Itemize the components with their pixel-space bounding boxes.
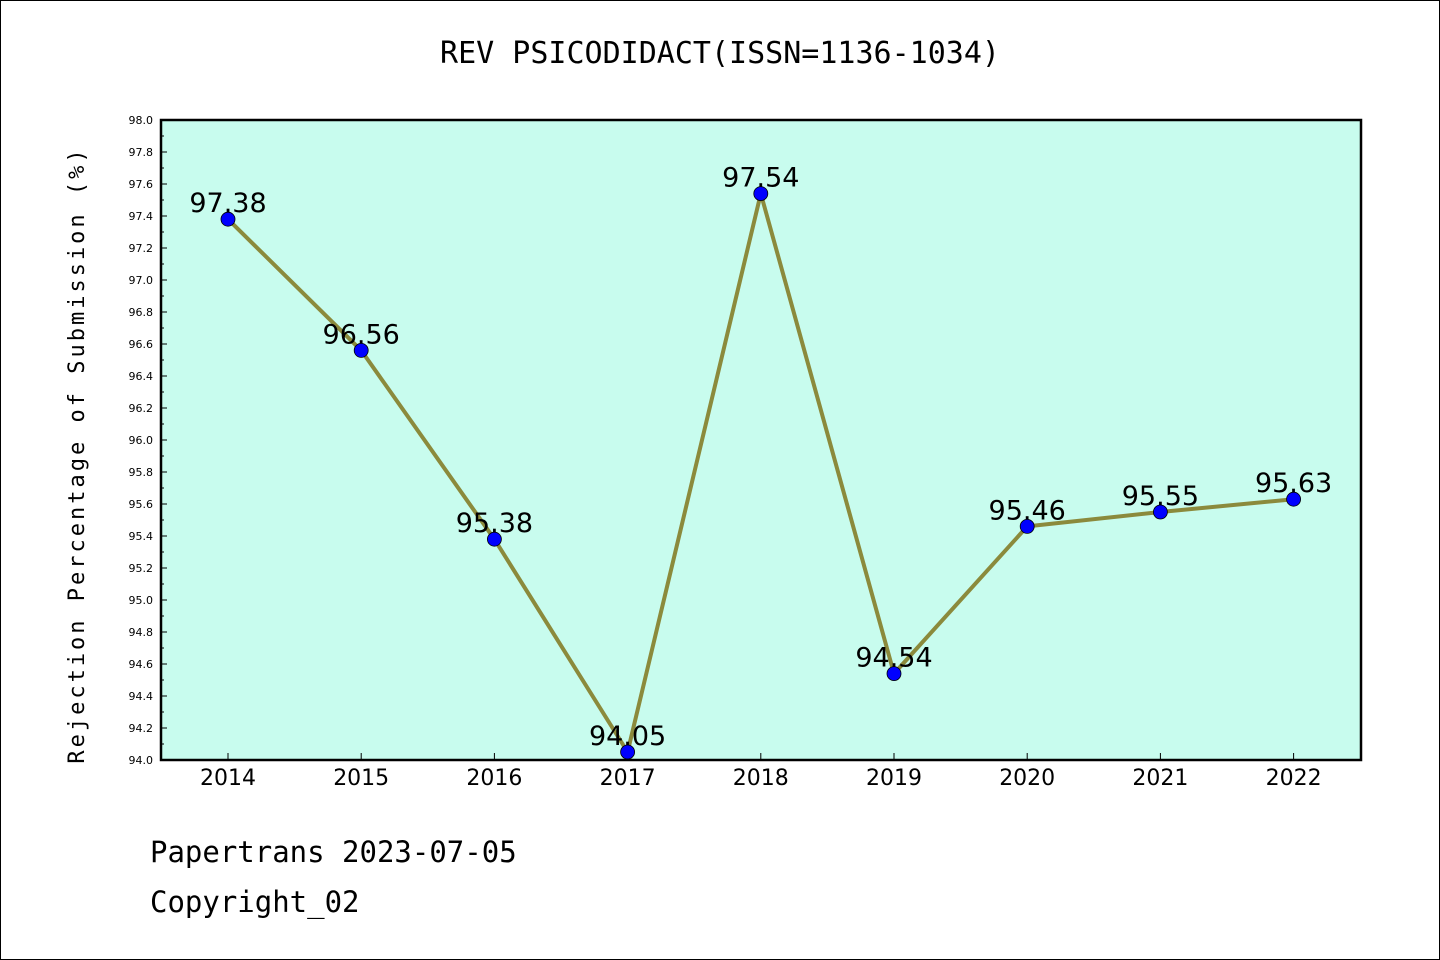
plot-border bbox=[159, 118, 1363, 762]
x-tick-label: 2017 bbox=[600, 766, 656, 791]
data-point-marker bbox=[1019, 519, 1035, 534]
y-tick-label: 96.4 bbox=[129, 370, 154, 383]
chart-title: REV PSICODIDACT(ISSN=1136-1034) bbox=[440, 36, 1000, 71]
x-tick-label: 2019 bbox=[866, 766, 922, 791]
x-tick-label: 2014 bbox=[200, 766, 256, 791]
y-tick-label: 95.0 bbox=[129, 594, 154, 607]
data-point-marker bbox=[486, 531, 502, 547]
data-label: 97.54 bbox=[722, 163, 799, 194]
y-tick-label: 97.8 bbox=[129, 146, 154, 159]
y-tick-label: 96.8 bbox=[129, 306, 154, 319]
x-tick-label: 2021 bbox=[1132, 766, 1188, 791]
y-tick-label: 94.6 bbox=[129, 658, 154, 671]
data-label: 97.38 bbox=[189, 188, 266, 219]
data-label: 95.38 bbox=[456, 508, 533, 539]
data-point-marker bbox=[220, 211, 236, 227]
footer-date-text: Papertrans 2023-07-05 bbox=[150, 835, 517, 869]
y-tick-label: 94.0 bbox=[129, 754, 154, 767]
data-point-marker bbox=[353, 342, 369, 358]
data-label-group: 97.38 96.56 95.38 94.05 97.54 94.54 95.46 95.55… bbox=[189, 163, 1332, 752]
data-label: 95.55 bbox=[1122, 481, 1199, 512]
x-axis: 2014 2015 2016 2017 2018 2019 2020 2021 2022 bbox=[200, 753, 1322, 791]
data-point-marker bbox=[1153, 504, 1168, 520]
y-tick-label: 97.6 bbox=[129, 178, 154, 191]
y-tick-label: 96.0 bbox=[129, 434, 154, 447]
y-tick-label: 94.4 bbox=[129, 690, 154, 703]
y-tick-label: 97.2 bbox=[129, 242, 154, 255]
y-tick-label: 95.2 bbox=[129, 562, 154, 575]
x-tick-label: 2015 bbox=[333, 766, 389, 791]
data-point-marker bbox=[1286, 491, 1301, 507]
data-label: 94.54 bbox=[855, 643, 932, 674]
data-label: 96.56 bbox=[323, 319, 400, 350]
data-point-marker bbox=[753, 186, 769, 202]
y-tick-label: 97.4 bbox=[129, 210, 154, 223]
y-axis-label: Rejection Percentage of Submission (%) bbox=[65, 146, 90, 763]
y-tick-label: 95.6 bbox=[129, 498, 154, 511]
x-tick-label: 2022 bbox=[1266, 766, 1322, 791]
y-tick-label: 96.6 bbox=[129, 338, 154, 351]
y-tick-label: 94.8 bbox=[129, 626, 154, 639]
x-tick-label: 2020 bbox=[999, 766, 1055, 791]
data-point-marker bbox=[886, 666, 902, 681]
data-label: 94.05 bbox=[589, 721, 666, 752]
x-tick-label: 2016 bbox=[466, 766, 522, 791]
data-label: 95.63 bbox=[1255, 468, 1332, 499]
x-tick-label: 2018 bbox=[733, 766, 789, 791]
data-label: 95.46 bbox=[989, 495, 1066, 526]
plot-area bbox=[161, 120, 1361, 760]
y-tick-label: 96.2 bbox=[129, 402, 154, 415]
y-tick-label: 97.0 bbox=[129, 274, 154, 287]
marker-group bbox=[220, 186, 1301, 760]
y-tick-label: 95.8 bbox=[129, 466, 154, 479]
footer-copyright-text: Copyright_02 bbox=[150, 885, 360, 919]
y-tick-label: 94.2 bbox=[129, 722, 154, 735]
y-axis: 94.0 94.2 94.4 94.6 94.8 95.0 95.2 95.4 95.6 95.8… bbox=[129, 114, 167, 767]
y-tick-label: 95.4 bbox=[129, 530, 154, 543]
y-tick-label: 98.0 bbox=[129, 114, 154, 127]
